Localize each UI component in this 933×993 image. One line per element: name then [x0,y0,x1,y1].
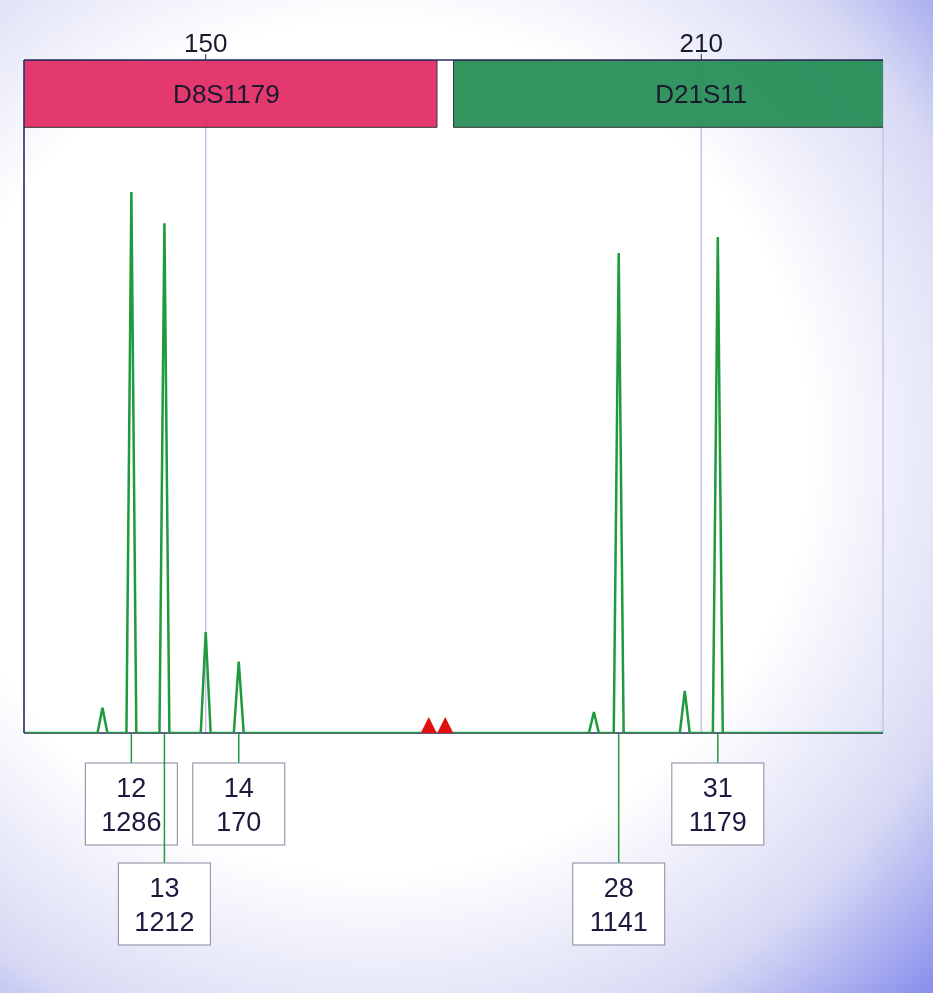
svg-text:28: 28 [604,873,634,903]
svg-text:13: 13 [149,873,179,903]
svg-text:210: 210 [680,28,723,58]
svg-text:D8S1179: D8S1179 [173,79,280,109]
svg-text:D21S11: D21S11 [655,79,747,109]
svg-text:12: 12 [116,773,146,803]
svg-text:1212: 1212 [134,907,194,937]
svg-text:170: 170 [216,807,261,837]
svg-text:31: 31 [703,773,733,803]
svg-text:150: 150 [184,28,227,58]
svg-text:14: 14 [224,773,254,803]
svg-text:1286: 1286 [101,807,161,837]
svg-text:1179: 1179 [689,807,747,837]
svg-text:1141: 1141 [590,907,648,937]
